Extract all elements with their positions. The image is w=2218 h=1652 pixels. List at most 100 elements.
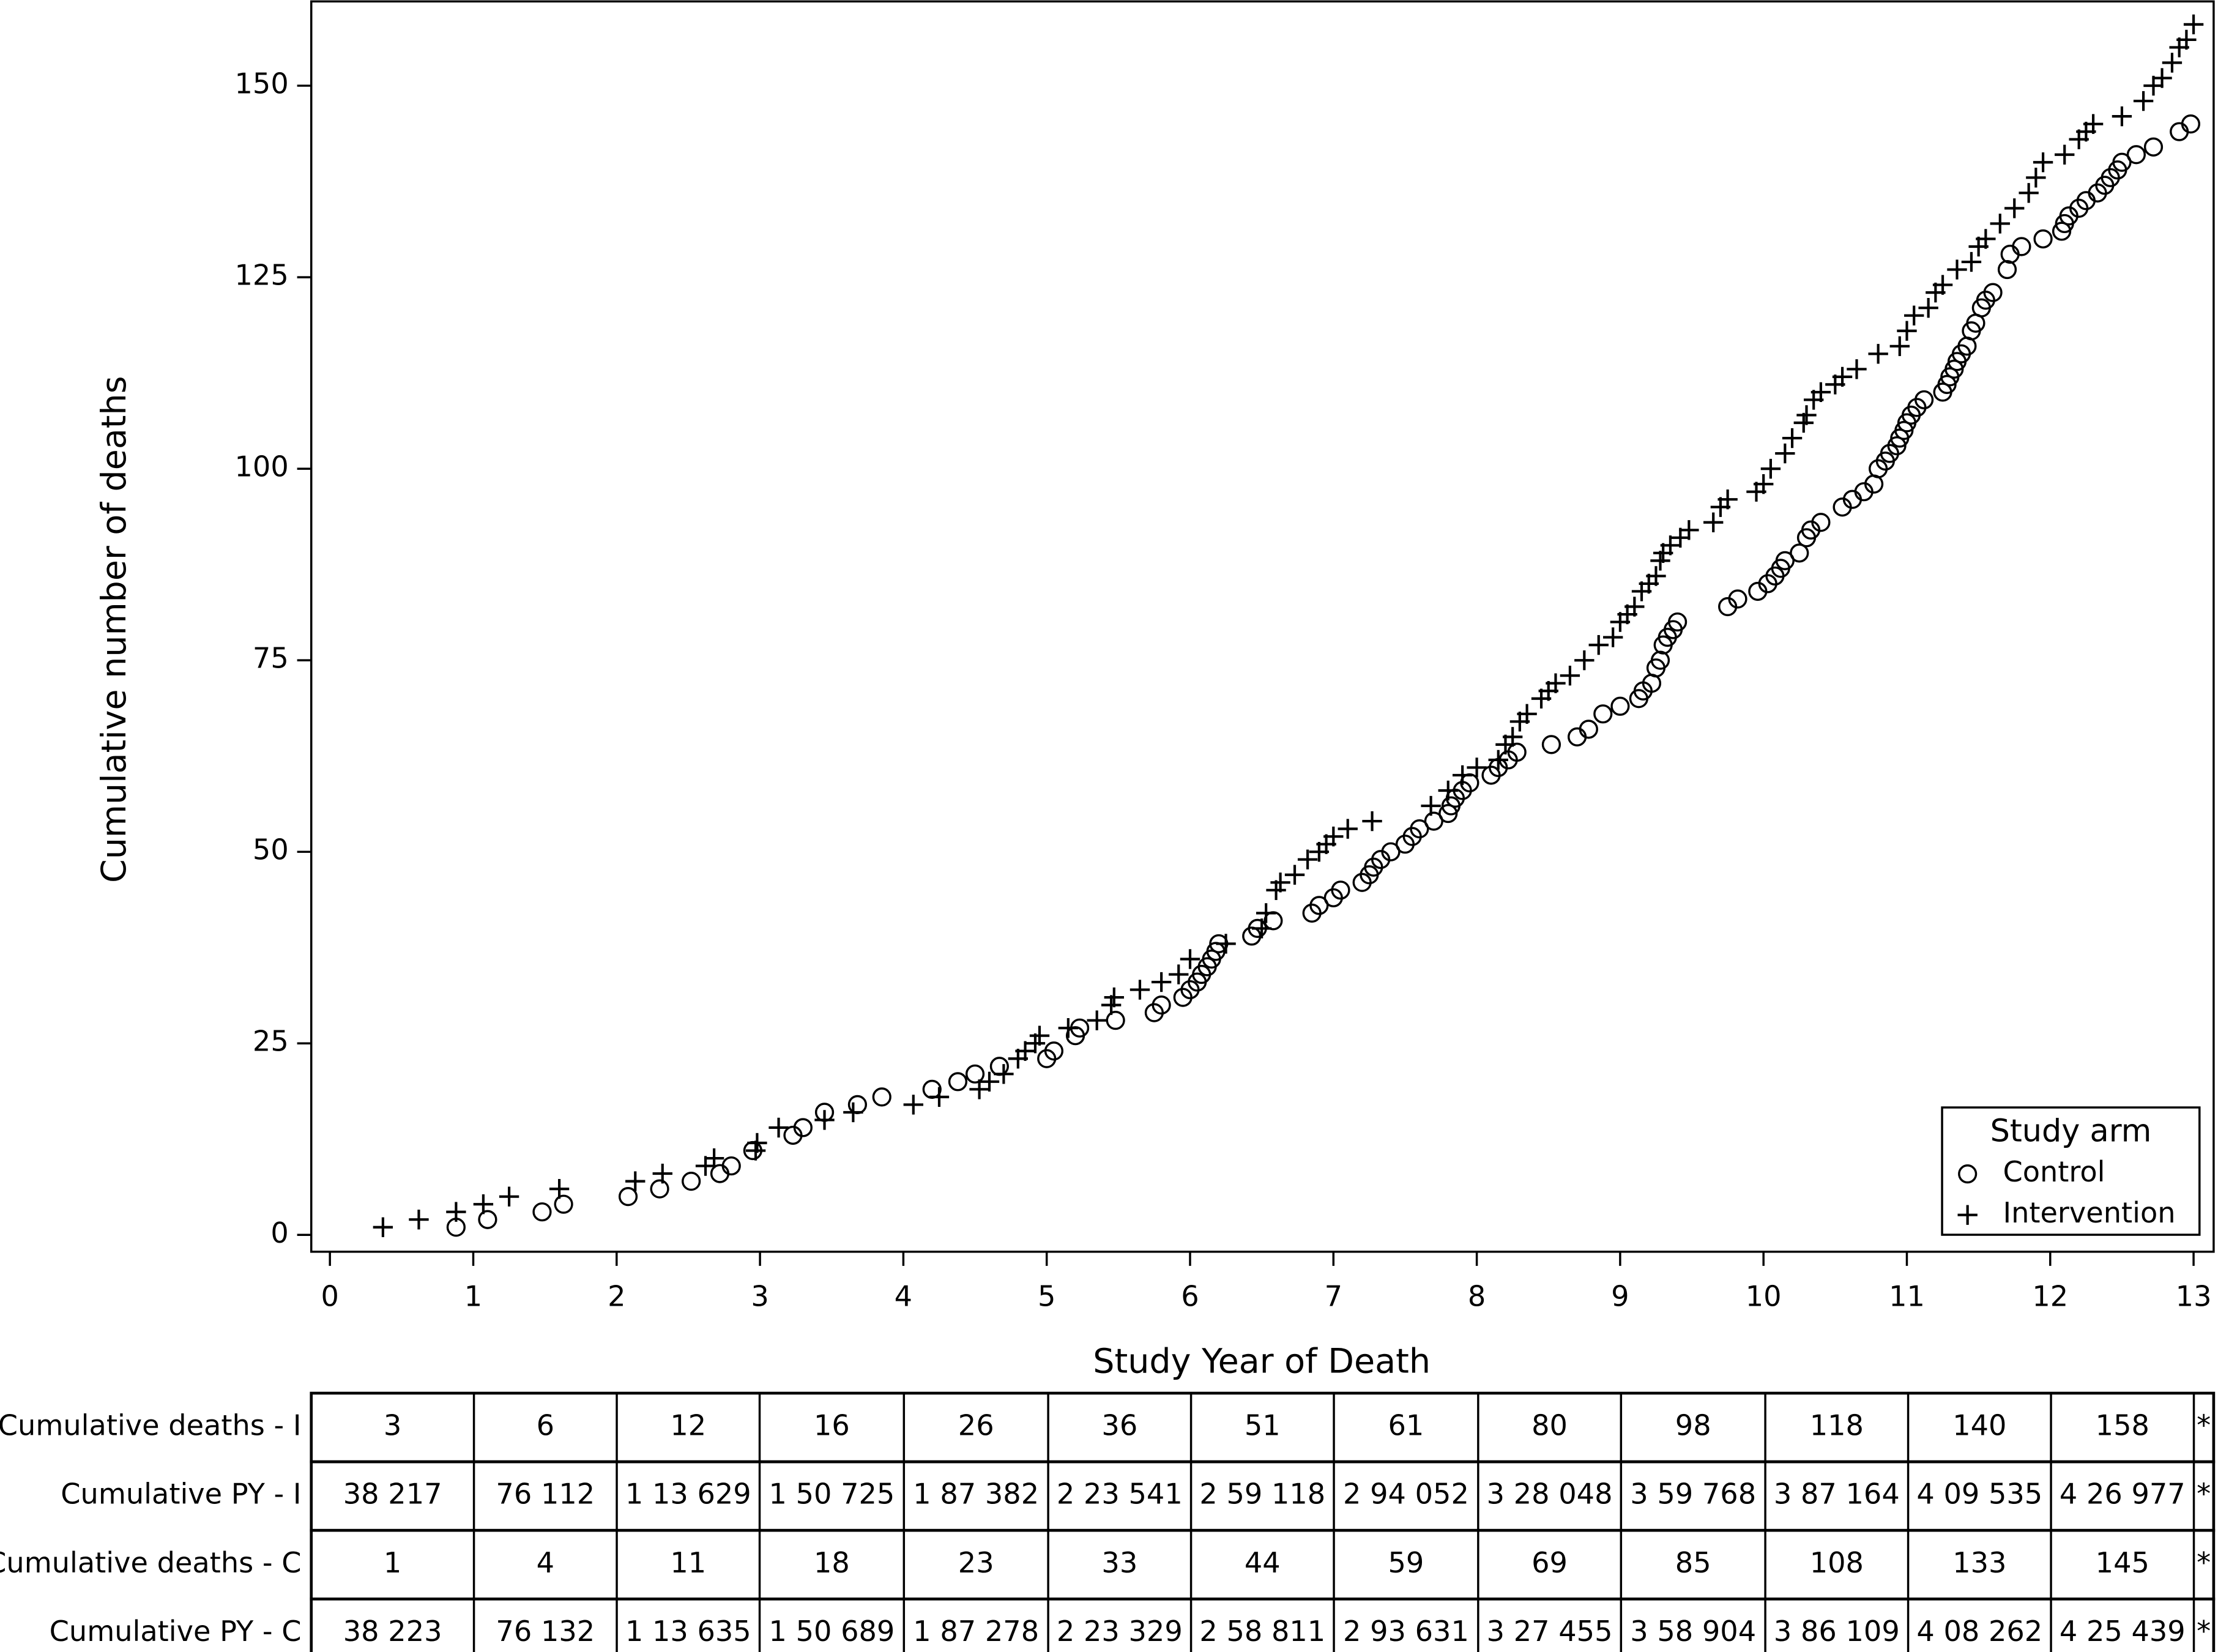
point xyxy=(2026,168,2046,188)
x-tick-label: 7 xyxy=(1325,1280,1342,1313)
point xyxy=(747,1133,767,1153)
cell: * xyxy=(2197,1409,2211,1442)
y-tick-label: 0 xyxy=(270,1216,288,1249)
point xyxy=(1610,696,1630,716)
point xyxy=(2019,183,2039,203)
point xyxy=(1918,297,1938,318)
legend-label: Control xyxy=(2003,1155,2105,1188)
point xyxy=(1961,251,1982,272)
point xyxy=(1106,1011,1125,1030)
point xyxy=(1957,1205,1978,1225)
cell: 1 87 382 xyxy=(913,1478,1039,1511)
cell: 44 xyxy=(1245,1546,1281,1579)
x-tick-label: 0 xyxy=(321,1280,338,1313)
cell: 2 23 541 xyxy=(1057,1478,1183,1511)
point xyxy=(1044,1041,1064,1061)
cell: 2 93 631 xyxy=(1343,1615,1469,1648)
point xyxy=(1015,1041,1035,1061)
point xyxy=(1129,980,1150,1000)
point xyxy=(549,1178,570,1199)
point xyxy=(2176,29,2197,50)
cell: 3 xyxy=(384,1409,401,1442)
point xyxy=(1507,742,1527,762)
x-tick-label: 1 xyxy=(464,1280,482,1313)
x-tick-label: 3 xyxy=(751,1280,768,1313)
x-tick-label: 13 xyxy=(2176,1280,2212,1313)
point xyxy=(1560,666,1580,686)
point xyxy=(1775,443,1795,464)
point xyxy=(478,1210,497,1229)
y-tick-label: 150 xyxy=(235,67,289,100)
point xyxy=(1932,275,1953,295)
point xyxy=(682,1172,701,1191)
cell: 3 27 455 xyxy=(1487,1615,1613,1648)
cell: 23 xyxy=(958,1546,994,1579)
point xyxy=(1958,1164,1978,1184)
point xyxy=(1646,566,1666,586)
cell: 108 xyxy=(1810,1546,1864,1579)
row-label: Cumulative PY - I xyxy=(61,1478,301,1511)
cell: 1 87 278 xyxy=(913,1615,1039,1648)
point xyxy=(1897,321,1917,341)
cell: 2 59 118 xyxy=(1199,1478,1325,1511)
point xyxy=(1058,1018,1079,1038)
cell: 61 xyxy=(1388,1409,1424,1442)
point xyxy=(2133,91,2154,111)
point xyxy=(1546,673,1566,693)
point xyxy=(1810,382,1831,403)
cell: 26 xyxy=(958,1409,994,1442)
point xyxy=(979,1071,1000,1092)
point xyxy=(2055,144,2075,165)
point xyxy=(2012,237,2031,256)
cell: 133 xyxy=(1952,1546,2006,1579)
point xyxy=(652,1163,672,1184)
point xyxy=(994,1064,1014,1084)
x-axis-label: Study Year of Death xyxy=(1093,1342,1431,1382)
y-tick-label: 125 xyxy=(235,259,289,292)
point xyxy=(499,1186,519,1207)
point xyxy=(1760,458,1781,479)
cell: 158 xyxy=(2096,1409,2149,1442)
legend-label: Intervention xyxy=(2003,1196,2175,1229)
cell: 140 xyxy=(1952,1409,2006,1442)
point xyxy=(1811,513,1831,532)
point xyxy=(1029,1025,1050,1046)
point xyxy=(2004,198,2025,218)
point xyxy=(903,1095,923,1115)
point xyxy=(2152,68,2172,88)
point xyxy=(1421,795,1441,816)
x-tick-label: 9 xyxy=(1611,1280,1629,1313)
point xyxy=(2112,106,2132,127)
point xyxy=(1151,972,1172,992)
point xyxy=(1650,650,1670,670)
cell: 3 59 768 xyxy=(1630,1478,1756,1511)
point xyxy=(872,1087,891,1107)
point xyxy=(1660,535,1681,556)
point xyxy=(373,1217,393,1237)
cell: 1 50 725 xyxy=(769,1478,895,1511)
point xyxy=(2033,229,2053,249)
point xyxy=(2083,114,2104,134)
point xyxy=(532,1202,552,1222)
point xyxy=(618,1187,638,1207)
cell: 6 xyxy=(537,1409,554,1442)
x-tick-label: 5 xyxy=(1038,1280,1055,1313)
point xyxy=(1868,344,1888,364)
x-tick-label: 8 xyxy=(1468,1280,1486,1313)
legend-box xyxy=(1941,1106,2201,1236)
point xyxy=(2183,14,2204,35)
x-tick-label: 4 xyxy=(895,1280,912,1313)
point xyxy=(969,1079,989,1099)
y-tick-label: 50 xyxy=(253,833,289,866)
cell: 12 xyxy=(670,1409,706,1442)
point xyxy=(1323,826,1344,847)
cell: 3 28 048 xyxy=(1487,1478,1613,1511)
cell: 80 xyxy=(1531,1409,1568,1442)
cell: 59 xyxy=(1388,1546,1424,1579)
row-label: Cumulative PY - C xyxy=(50,1615,302,1648)
x-tick-label: 6 xyxy=(1181,1280,1199,1313)
point xyxy=(1410,819,1429,839)
point xyxy=(768,1117,789,1138)
point xyxy=(1180,949,1200,969)
